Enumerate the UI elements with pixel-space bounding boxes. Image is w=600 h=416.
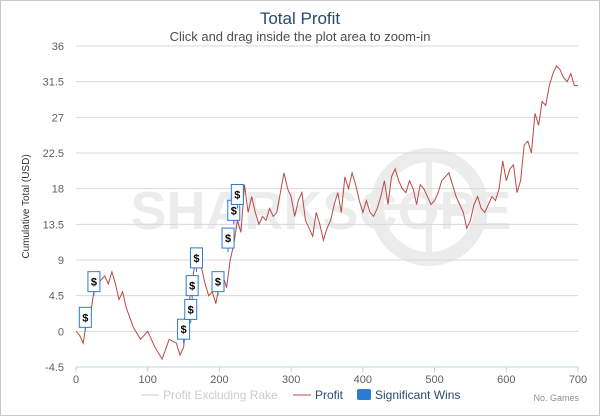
significant-win-flag[interactable]: $ (78, 306, 92, 332)
y-tick-label: 31.5 (43, 77, 64, 89)
flag-box (230, 183, 244, 205)
flag-box (177, 318, 191, 340)
flag-label: $ (225, 233, 231, 245)
flag-label: $ (82, 312, 88, 324)
y-tick-label: 22.5 (43, 148, 64, 160)
legend[interactable]: Profit Excluding Rake Profit Significant… (141, 388, 460, 402)
flag-label: $ (181, 324, 187, 336)
flag-box (87, 271, 101, 293)
legend-item-profit-excluding-rake[interactable]: Profit Excluding Rake (141, 388, 278, 402)
flag-label: $ (231, 205, 237, 217)
significant-win-flag[interactable]: $ (185, 275, 199, 300)
legend-item-profit[interactable]: Profit (293, 388, 344, 402)
flag-label: $ (188, 304, 194, 316)
y-tick-label: 18 (52, 184, 64, 196)
x-axis-ticks: 0 100 200 300 400 500 600 700 (73, 367, 587, 386)
y-tick-label: 9 (58, 255, 64, 267)
legend-label-significant-wins: Significant Wins (375, 388, 460, 402)
legend-label-profit-excluding-rake: Profit Excluding Rake (163, 388, 278, 402)
flag-box (78, 306, 92, 328)
significant-win-flag[interactable]: $ (221, 227, 235, 253)
significant-win-flag[interactable]: $ (189, 247, 203, 272)
flag-label: $ (193, 253, 199, 265)
flag-box (211, 271, 225, 293)
y-tick-label: 4.5 (49, 291, 64, 303)
x-axis-title: No. Games (533, 393, 579, 403)
flag-label: $ (91, 277, 97, 289)
significant-win-flag[interactable]: $ (230, 183, 244, 209)
flag-box (185, 275, 199, 297)
x-tick-label: 0 (73, 374, 79, 386)
x-tick-label: 300 (282, 374, 300, 386)
significant-win-flag[interactable]: $ (87, 271, 101, 296)
flag-label: $ (189, 281, 195, 293)
flag-box (221, 227, 235, 249)
y-tick-label: 0 (58, 326, 64, 338)
flag-label: $ (215, 277, 221, 289)
x-tick-label: 100 (139, 374, 157, 386)
y-tick-label: -4.5 (45, 362, 64, 374)
significant-win-flag[interactable]: $ (211, 271, 225, 296)
significant-win-flag[interactable]: $ (184, 298, 198, 324)
chart-title: Total Profit (259, 9, 341, 28)
significant-win-flag[interactable]: $ (177, 318, 191, 344)
x-tick-label: 200 (210, 374, 228, 386)
watermark: SHARKSCOPE (130, 148, 512, 266)
chart-subtitle: Click and drag inside the plot area to z… (169, 29, 431, 44)
y-tick-label: 13.5 (43, 219, 64, 231)
x-tick-label: 700 (569, 374, 587, 386)
x-tick-label: 500 (425, 374, 443, 386)
flag-label: $ (234, 189, 240, 201)
y-tick-label: 27 (52, 112, 64, 124)
y-axis-ticks: -4.5 0 4.5 9 13.5 18 22.5 27 31.5 36 (43, 41, 64, 374)
legend-swatch-significant-wins (357, 389, 371, 400)
legend-label-profit: Profit (315, 388, 344, 402)
y-tick-label: 36 (52, 41, 64, 53)
significant-win-flag[interactable]: $ (227, 199, 241, 225)
flag-box (184, 298, 198, 320)
x-tick-label: 600 (497, 374, 515, 386)
legend-item-significant-wins[interactable]: Significant Wins (357, 388, 460, 402)
x-tick-label: 400 (354, 374, 372, 386)
profit-series-line[interactable] (75, 64, 578, 361)
significant-wins-flags[interactable]: $$$$$$$$$$ (78, 183, 244, 344)
y-axis-label: Cumulative Total (USD) (21, 154, 32, 258)
flag-box (189, 247, 203, 269)
